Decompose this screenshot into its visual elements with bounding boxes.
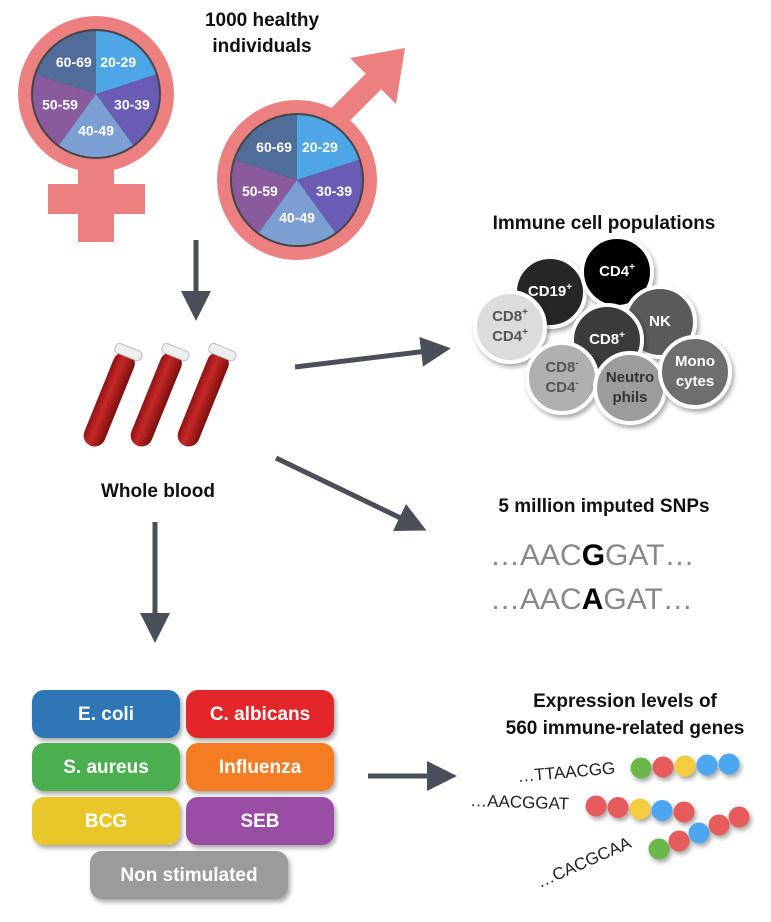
cell-3: CD8+ CD4+ <box>473 290 547 364</box>
pie-slice-30-39 <box>297 159 362 233</box>
cell-label: NK <box>649 313 671 330</box>
gene-sequence: …AACGGAT <box>470 791 569 813</box>
expression-bead <box>668 830 690 852</box>
age-label: 20-29 <box>100 54 136 70</box>
immune-cells: CD19+ CD4+ NK CD8+ CD4+ CD8+ CD8- CD4- Neutro phi… <box>473 235 732 425</box>
cell-label: CD8+ <box>492 307 528 325</box>
age-label: 30-39 <box>316 183 352 199</box>
cohort-title-line1: 1000 healthy <box>205 10 319 31</box>
blood-tubes-icon <box>83 342 237 447</box>
stimulus-influenza[interactable]: Influenza <box>186 743 334 791</box>
age-label: 40-49 <box>279 210 315 226</box>
cell-label: CD8+ <box>589 330 625 348</box>
age-label: 40-49 <box>78 123 114 139</box>
stimulus-label: SEB <box>240 811 279 832</box>
immune-title: Immune cell populations <box>493 213 716 234</box>
stimulus-seb[interactable]: SEB <box>186 797 334 845</box>
snp-sequence-2: …AACAGAT… <box>490 583 693 616</box>
age-label: 60-69 <box>256 139 292 155</box>
stimulus-c-albicans[interactable]: C. albicans <box>186 690 334 738</box>
stimulus-bcg[interactable]: BCG <box>32 797 180 845</box>
age-label: 30-39 <box>114 96 150 112</box>
stimulus-label: S. aureus <box>63 757 149 778</box>
cell-label: Mono <box>675 353 715 370</box>
stimulus-label: Influenza <box>219 757 302 778</box>
expression-title-line2: 560 immune-related genes <box>506 718 745 739</box>
cell-circle <box>473 290 547 364</box>
stimuli-buttons: E. coli C. albicans S. aureus Influenza BCG S… <box>32 690 334 899</box>
expression-bead <box>607 797 629 818</box>
snps-title: 5 million imputed SNPs <box>498 496 709 517</box>
stimulus-label: C. albicans <box>210 704 310 725</box>
arrow-to-cells <box>294 336 451 370</box>
stimulus-label: E. coli <box>78 704 134 725</box>
gene-row: …AACGGAT <box>470 791 695 823</box>
cell-label: CD4- <box>545 378 578 396</box>
age-label: 50-59 <box>42 96 78 112</box>
pie-slice-50-59 <box>33 74 96 145</box>
pie-slice-20-29 <box>96 31 156 94</box>
stimulus-s-aureus[interactable]: S. aureus <box>32 743 180 791</box>
expression-bead <box>648 838 670 860</box>
snp-sequence-1: …AACGGAT… <box>490 539 694 572</box>
stimulus-label: Non stimulated <box>120 865 257 886</box>
cell-label: CD4+ <box>599 262 635 280</box>
cohort-title-line2: individuals <box>212 36 311 57</box>
pie-slice-50-59 <box>231 159 297 233</box>
age-label: 50-59 <box>242 183 278 199</box>
cell-7: Mono cytes <box>658 335 732 409</box>
expression-bead <box>651 800 673 821</box>
expression-rows: …TTAACGG …AACGGAT …CACGCAA <box>470 753 750 892</box>
stimulus-e-coli[interactable]: E. coli <box>32 690 180 738</box>
expression-bead <box>708 814 730 836</box>
arrow-to-snps <box>274 455 427 532</box>
cell-label: CD4+ <box>492 327 528 345</box>
cell-label: CD8- <box>545 358 578 376</box>
gene-row: …TTAACGG <box>517 753 740 786</box>
stimulus-non-stimulated[interactable]: Non stimulated <box>90 851 288 899</box>
expression-bead <box>718 753 740 775</box>
whole-blood-label: Whole blood <box>101 481 215 502</box>
expression-bead <box>652 756 674 778</box>
cell-label: CD19+ <box>528 282 572 300</box>
age-label: 60-69 <box>56 54 92 70</box>
expression-bead <box>630 757 652 779</box>
pie-slice-40-49 <box>58 94 134 157</box>
cell-label: Neutro <box>606 369 654 386</box>
expression-bead <box>673 801 695 823</box>
age-label: 20-29 <box>302 139 338 155</box>
pie-slice-40-49 <box>258 180 336 246</box>
expression-bead <box>728 806 750 828</box>
expression-bead <box>585 795 607 817</box>
cell-5: CD8- CD4- <box>525 341 599 415</box>
pie-slice-60-69 <box>235 115 297 180</box>
gene-sequence: …TTAACGG <box>517 759 616 786</box>
cell-label: cytes <box>676 373 714 390</box>
pie-slice-60-69 <box>36 31 96 94</box>
expression-bead <box>688 822 710 844</box>
expression-bead <box>674 755 696 777</box>
cell-6: Neutro phils <box>593 351 667 425</box>
pie-slice-20-29 <box>297 115 359 180</box>
stimulus-label: BCG <box>85 811 127 832</box>
pie-slice-30-39 <box>96 74 159 145</box>
gene-sequence: …CACGCAA <box>534 833 635 892</box>
cell-circle <box>658 335 732 409</box>
cell-label: phils <box>612 389 647 406</box>
expression-bead <box>696 754 718 776</box>
expression-bead <box>629 798 651 820</box>
expression-title-line1: Expression levels of <box>533 691 717 712</box>
